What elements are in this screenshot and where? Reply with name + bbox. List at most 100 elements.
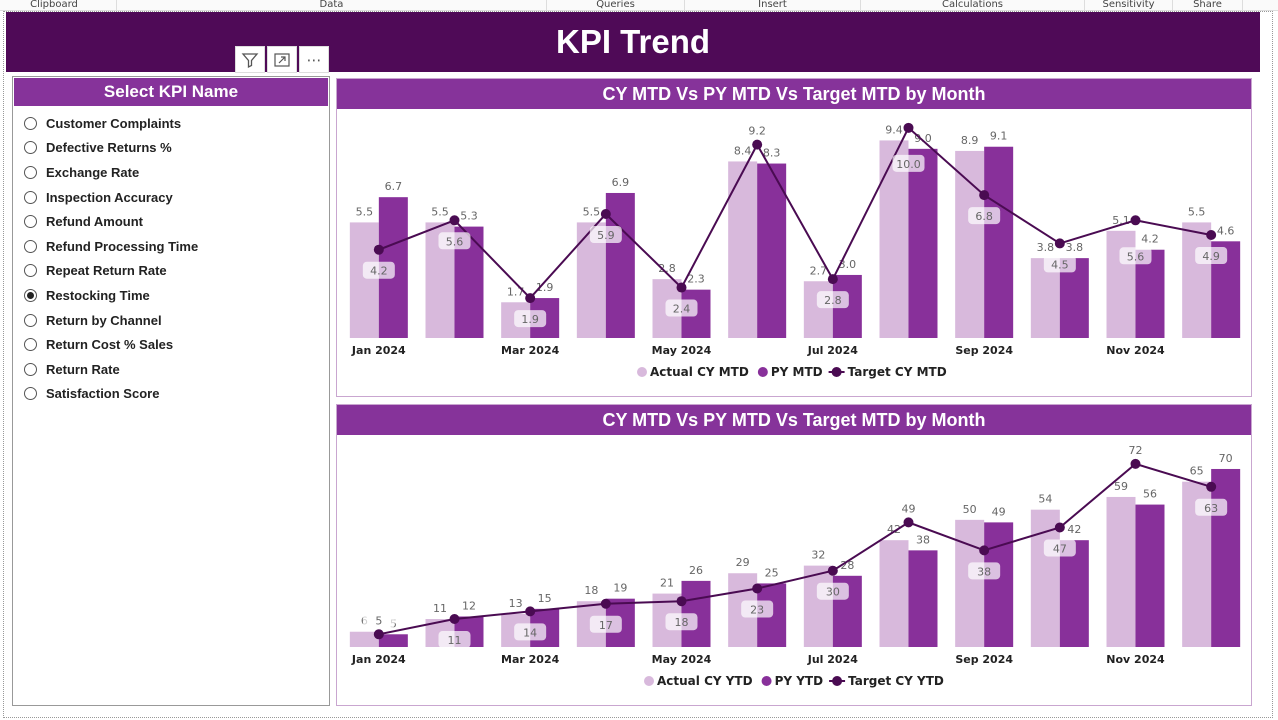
radio-button[interactable] — [24, 239, 37, 253]
target-label-box — [741, 600, 774, 618]
target-marker — [1206, 230, 1217, 241]
ribbon-calculations[interactable]: Calculations — [861, 0, 1085, 11]
py-bar — [984, 146, 1014, 338]
slicer-item[interactable]: Satisfaction Score — [13, 382, 329, 407]
py-bar — [1135, 249, 1165, 338]
radio-button[interactable] — [24, 313, 37, 327]
py-data-label: 15 — [538, 592, 552, 605]
target-line — [378, 462, 1212, 636]
slicer-item-label: Return Cost % Sales — [46, 337, 174, 353]
target-marker — [373, 629, 384, 640]
target-label-box — [816, 291, 849, 309]
filter-icon[interactable] — [235, 46, 265, 73]
slicer-item[interactable]: Return Rate — [13, 357, 329, 382]
target-marker — [827, 274, 838, 285]
target-data-label: 30 — [826, 586, 840, 599]
slicer-item[interactable]: Return by Channel — [13, 308, 329, 333]
target-data-label: 4.2 — [370, 265, 388, 278]
target-marker — [600, 208, 611, 219]
actual-bar — [955, 519, 985, 647]
target-marker — [903, 122, 914, 133]
target-data-label: 72 — [1129, 444, 1143, 457]
x-tick-label: May 2024 — [652, 653, 712, 666]
actual-bar — [1182, 222, 1212, 338]
radio-button[interactable] — [24, 190, 37, 204]
more-options-icon[interactable]: ⋯ — [299, 46, 329, 73]
actual-bar — [349, 631, 379, 647]
target-data-label: 10.0 — [896, 158, 921, 171]
ribbon: Clipboard Data Queries Insert Calculatio… — [0, 0, 1278, 11]
x-tick-label: Sep 2024 — [955, 344, 1013, 357]
radio-button[interactable] — [24, 338, 37, 352]
report-canvas — [3, 11, 1273, 718]
py-data-label: 9.0 — [914, 132, 932, 145]
target-label-box — [892, 499, 925, 517]
radio-button[interactable] — [24, 288, 37, 302]
actual-bar — [728, 161, 758, 338]
ribbon-share[interactable]: Share — [1173, 0, 1243, 11]
ribbon-sensitivity[interactable]: Sensitivity — [1085, 0, 1173, 11]
radio-button[interactable] — [24, 362, 37, 376]
target-marker — [525, 606, 536, 617]
x-tick-label: Mar 2024 — [501, 653, 560, 666]
actual-bar — [803, 281, 833, 338]
target-data-label: 5.9 — [597, 229, 615, 242]
x-tick-label: Jul 2024 — [807, 344, 858, 357]
radio-button[interactable] — [24, 387, 37, 401]
target-data-label: 1.9 — [521, 313, 539, 326]
visual-toolbar: ⋯ — [235, 46, 329, 73]
ribbon-queries[interactable]: Queries — [547, 0, 685, 11]
slicer-item[interactable]: Defective Returns % — [13, 136, 329, 161]
legend-marker-icon — [761, 676, 772, 686]
target-marker — [676, 282, 687, 293]
radio-button[interactable] — [24, 165, 37, 179]
radio-button[interactable] — [24, 215, 37, 229]
target-label-box — [968, 207, 1001, 225]
ribbon-data[interactable]: Data — [117, 0, 547, 11]
target-label-box — [665, 299, 698, 317]
radio-button[interactable] — [24, 141, 37, 155]
actual-data-label: 32 — [811, 549, 825, 562]
focus-mode-icon[interactable] — [267, 46, 297, 73]
radio-button[interactable] — [24, 264, 37, 278]
py-data-label: 38 — [916, 533, 930, 546]
target-label-box — [514, 623, 547, 641]
actual-data-label: 5.5 — [431, 205, 449, 218]
slicer-item[interactable]: Repeat Return Rate — [13, 259, 329, 284]
target-label-box — [816, 582, 849, 600]
slicer-item[interactable]: Customer Complaints — [13, 111, 329, 136]
slicer-item[interactable]: Exchange Rate — [13, 160, 329, 185]
py-bar — [1059, 540, 1089, 647]
target-marker — [1054, 522, 1065, 533]
py-data-label: 3.0 — [839, 258, 857, 271]
legend-label: Target CY YTD — [848, 674, 944, 688]
radio-button[interactable] — [24, 116, 37, 130]
target-data-label: 5.6 — [1127, 250, 1145, 263]
ytd-chart: 65 Jan 2024 11 12 13 15 Mar 2024 18 19 21 26 May 20… — [349, 440, 1241, 688]
slicer-item-label: Defective Returns % — [46, 140, 172, 156]
legend-marker-icon — [637, 367, 647, 377]
actual-data-label: 29 — [736, 556, 750, 569]
target-label-box — [1119, 440, 1152, 458]
slicer-item[interactable]: Refund Amount — [13, 209, 329, 234]
target-label-box — [1195, 247, 1228, 265]
slicer-item[interactable]: Refund Processing Time — [13, 234, 329, 259]
slicer-item[interactable]: Inspection Accuracy — [13, 185, 329, 210]
py-data-label: 12 — [462, 599, 476, 612]
target-marker — [1130, 215, 1141, 226]
slicer-item-label: Customer Complaints — [46, 115, 182, 131]
legend-marker-icon — [831, 367, 842, 377]
actual-data-label: 13 — [509, 597, 523, 610]
slicer-item[interactable]: Return Cost % Sales — [13, 332, 329, 357]
target-data-label: 2.4 — [673, 303, 691, 316]
actual-bar — [1106, 496, 1136, 647]
target-data-label: 11 — [448, 634, 462, 647]
target-data-label: 17 — [599, 619, 613, 632]
actual-data-label: 18 — [584, 584, 598, 597]
target-label-box — [438, 631, 471, 649]
ribbon-insert[interactable]: Insert — [685, 0, 861, 11]
ribbon-clipboard[interactable]: Clipboard — [0, 0, 117, 11]
chart-title: CY MTD Vs PY MTD Vs Target MTD by Month — [337, 79, 1251, 109]
mtd-chart: 5.5 6.7 Jan 2024 5.5 5.3 1.7 1.9 Mar 2024 5.5 6.9… — [349, 121, 1241, 379]
slicer-item[interactable]: Restocking Time — [13, 283, 329, 308]
